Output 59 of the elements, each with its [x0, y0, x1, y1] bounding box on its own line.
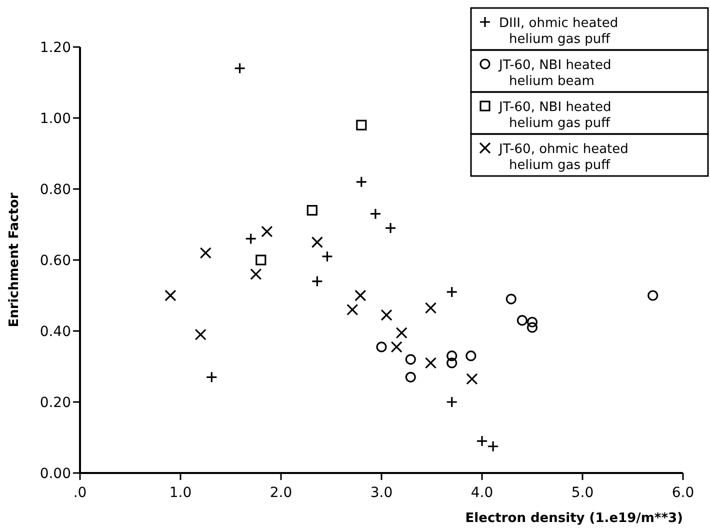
point: [380, 309, 392, 321]
point: [206, 371, 218, 383]
point: [234, 62, 246, 74]
point: [356, 176, 368, 188]
point: [466, 350, 476, 362]
point: [390, 341, 402, 353]
y-tick-label: 1.20: [40, 40, 71, 56]
legend-label: JT-60, NBI heated helium gas puff: [498, 100, 612, 131]
point: [256, 254, 266, 266]
point: [261, 226, 273, 238]
x-tick-label: 2.0: [270, 485, 292, 501]
y-tick-label: 1.00: [40, 111, 71, 127]
point: [424, 357, 437, 369]
point: [354, 290, 366, 302]
y-tick-label: 0.80: [40, 182, 71, 198]
point: [194, 328, 206, 340]
point: [446, 350, 458, 362]
point: [384, 222, 396, 234]
x-tick-label: 1.0: [169, 485, 192, 501]
point: [306, 205, 318, 216]
point: [311, 236, 323, 248]
x-tick-label: 3.0: [370, 485, 393, 501]
point: [446, 286, 458, 298]
point: [396, 326, 408, 339]
point: [311, 276, 323, 288]
point: [446, 358, 458, 368]
point: [526, 316, 538, 328]
point: [200, 247, 212, 259]
x-tick-label: 6.0: [672, 485, 694, 501]
y-tick-label: 0.40: [40, 324, 71, 340]
x-tick-label: 5.0: [571, 485, 594, 501]
x-tick-label: .0: [73, 485, 87, 501]
point: [346, 304, 358, 316]
point: [370, 208, 382, 220]
point: [164, 290, 176, 302]
legend-label: DIII, ohmic heated helium gas puff: [499, 16, 618, 47]
legend-label: JT-60, ohmic heated helium gas puff: [498, 142, 628, 173]
point: [376, 342, 387, 352]
point: [648, 290, 658, 301]
point: [356, 120, 367, 130]
point: [245, 232, 257, 244]
point: [466, 373, 478, 385]
point: [516, 315, 528, 326]
point: [446, 396, 458, 408]
point: [487, 440, 499, 452]
point: [424, 302, 437, 314]
point: [321, 250, 334, 262]
point: [405, 372, 416, 382]
point: [526, 322, 538, 333]
y-tick-label: 0.60: [40, 253, 71, 269]
x-axis-title: Electron density (1.e19/m**3): [465, 511, 683, 526]
y-axis-title: Enrichment Factor: [7, 192, 22, 328]
point: [405, 354, 416, 365]
point: [250, 268, 262, 280]
y-tick-label: 0.00: [40, 466, 71, 482]
x-tick-label: 4.0: [470, 485, 494, 501]
point: [506, 294, 516, 304]
y-tick-label: 0.20: [40, 395, 71, 411]
legend-label: JT-60, NBI heated helium beam: [498, 58, 612, 89]
